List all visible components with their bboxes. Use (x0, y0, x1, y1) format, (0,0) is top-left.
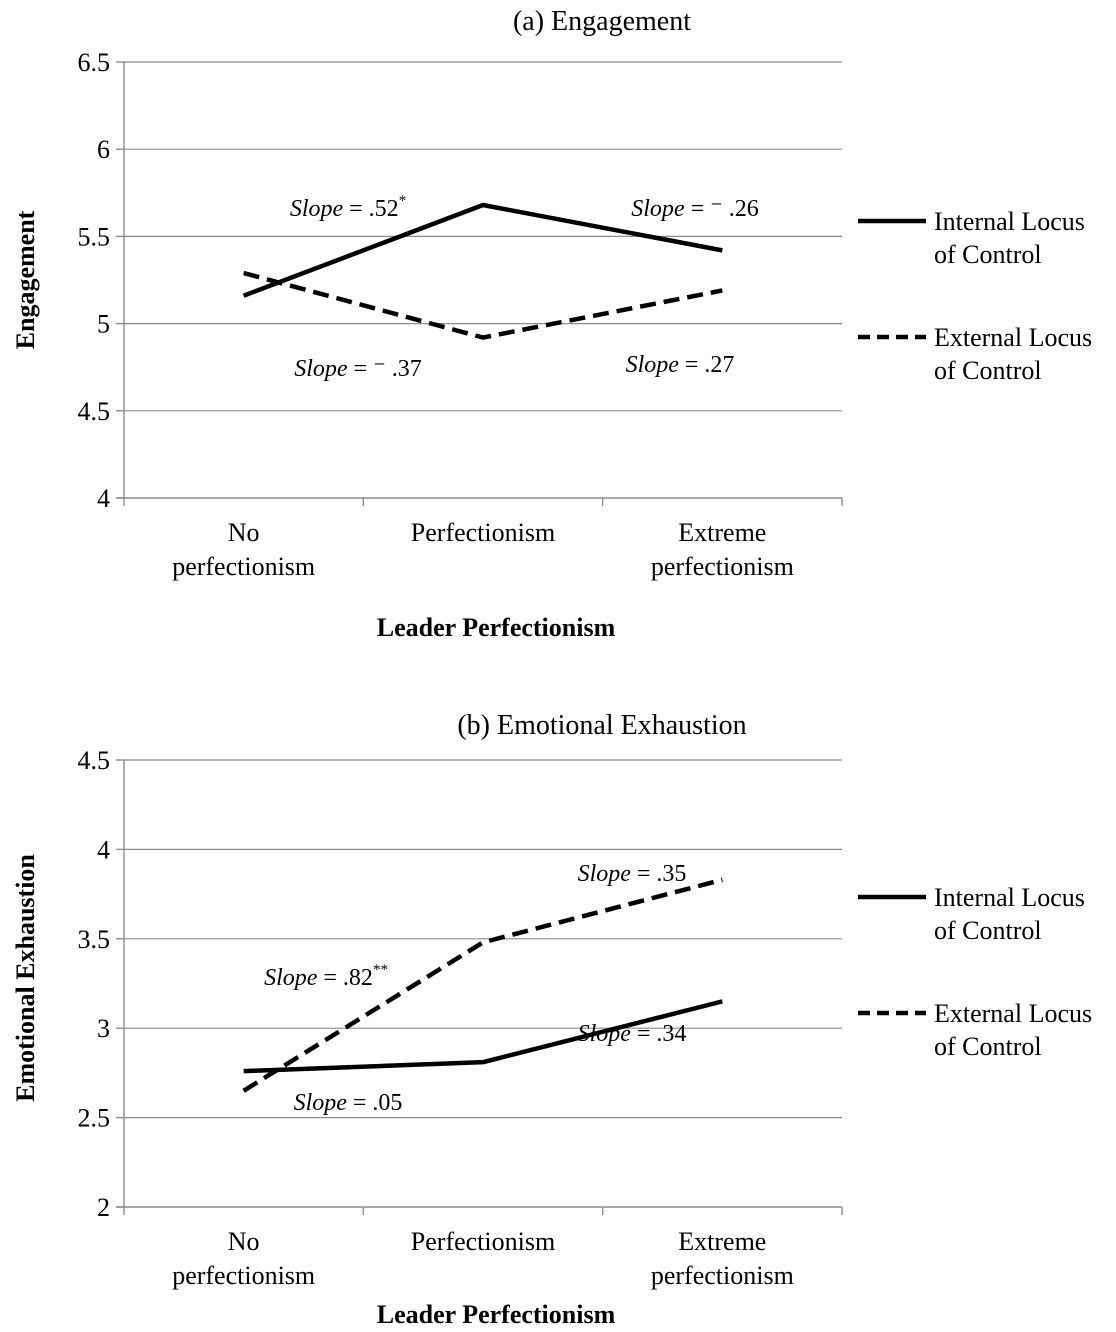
y-tick-label: 2 (97, 1193, 110, 1222)
y-tick-label: 5 (97, 310, 110, 339)
slope-annotation-value: = .35 (631, 861, 687, 887)
x-tick-label-line: perfectionism (172, 1261, 315, 1290)
x-tick-label-line: No (228, 518, 260, 547)
y-tick-label: 4 (97, 835, 110, 864)
slope-annotation-value: = .52 (343, 196, 399, 222)
slope-annotation-value: = .27 (679, 352, 735, 378)
legend-label-line: External Locus (934, 999, 1092, 1028)
x-tick-label-line: perfectionism (651, 552, 794, 581)
slope-annotation: Slope = .34 (578, 1021, 687, 1047)
y-tick-label: 3.5 (78, 925, 111, 954)
chart-panel-b: 2 2.5 3 3.5 4 4.5 No perfectionism Perfectionism… (11, 710, 1092, 1329)
legend-label-line: of Control (934, 916, 1042, 945)
x-tick-label: No perfectionism (172, 518, 315, 581)
x-tick-label-line: Extreme (678, 518, 766, 547)
slope-annotation-label: Slope (294, 1090, 348, 1116)
y-tick-label: 4 (97, 484, 110, 513)
legend-label: External Locus of Control (934, 999, 1092, 1061)
slope-annotation-value: = ⁻ .37 (348, 356, 422, 382)
x-tick-label: Extreme perfectionism (651, 1227, 794, 1290)
slope-annotation-value: = .82 (317, 965, 373, 991)
x-tick-label: No perfectionism (172, 1227, 315, 1290)
slope-annotation-value: = ⁻ .26 (685, 196, 759, 222)
slope-annotation: Slope = .35 (578, 861, 687, 887)
chart-panel-a: 4 4.5 5 5.5 6 6.5 No perfectionism Perfectionism… (11, 6, 1092, 642)
slope-annotation-label: Slope (626, 352, 680, 378)
slope-annotation: Slope = .82** (264, 962, 388, 991)
x-tick-label: Perfectionism (411, 1227, 555, 1256)
chart-title: (a) Engagement (513, 6, 691, 37)
y-tick-label: 4.5 (78, 397, 111, 426)
y-axis-label: Engagement (11, 210, 40, 349)
slope-annotation-label: Slope (264, 965, 318, 991)
legend-label-line: Internal Locus (934, 883, 1085, 912)
legend-label-line: External Locus (934, 323, 1092, 352)
y-tick-label: 6 (97, 135, 110, 164)
legend-label: Internal Locus of Control (934, 207, 1085, 269)
slope-annotation: Slope = .05 (294, 1090, 403, 1116)
slope-annotation: Slope = ⁻ .37 (294, 356, 422, 382)
slope-annotation-value: = .05 (347, 1090, 403, 1116)
legend-label: Internal Locus of Control (934, 883, 1085, 945)
slope-annotation-significance: ** (373, 962, 388, 978)
legend-label-line: of Control (934, 356, 1042, 385)
y-tick-label: 6.5 (78, 48, 111, 77)
slope-annotation-label: Slope (578, 861, 632, 887)
x-axis-label: Leader Perfectionism (377, 1300, 616, 1329)
y-tick-label: 4.5 (78, 746, 111, 775)
x-tick-label: Perfectionism (411, 518, 555, 547)
slope-annotation-label: Slope (294, 356, 348, 382)
chart-title: (b) Emotional Exhaustion (457, 710, 746, 741)
slope-annotation-value: = .34 (631, 1021, 687, 1047)
slope-annotation-label: Slope (290, 196, 344, 222)
x-tick-label-line: perfectionism (651, 1261, 794, 1290)
legend-label: External Locus of Control (934, 323, 1092, 385)
slope-annotation-significance: * (399, 193, 407, 209)
legend-label-line: of Control (934, 1032, 1042, 1061)
legend-label-line: Internal Locus (934, 207, 1085, 236)
series-line-external (243, 270, 723, 340)
y-tick-label: 2.5 (78, 1104, 111, 1133)
y-axis-label: Emotional Exhaustion (11, 854, 40, 1102)
series-line-external (242, 877, 723, 1093)
x-tick-label-line: No (228, 1227, 260, 1256)
x-tick-label: Extreme perfectionism (651, 518, 794, 581)
slope-annotation-label: Slope (631, 196, 685, 222)
y-tick-label: 5.5 (78, 222, 111, 251)
y-tick-label: 3 (97, 1014, 110, 1043)
slope-annotation: Slope = .27 (626, 352, 735, 378)
x-tick-label-line: perfectionism (172, 552, 315, 581)
slope-annotation: Slope = .52* (290, 193, 406, 222)
x-tick-label-line: Extreme (678, 1227, 766, 1256)
slope-annotation-label: Slope (578, 1021, 632, 1047)
legend-label-line: of Control (934, 240, 1042, 269)
slope-annotation: Slope = ⁻ .26 (631, 196, 759, 222)
x-axis-label: Leader Perfectionism (377, 613, 616, 642)
